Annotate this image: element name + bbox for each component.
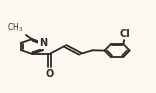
Text: N: N	[39, 38, 47, 48]
Text: Cl: Cl	[119, 29, 130, 39]
Text: O: O	[46, 69, 54, 79]
Text: CH$_3$: CH$_3$	[7, 21, 23, 34]
